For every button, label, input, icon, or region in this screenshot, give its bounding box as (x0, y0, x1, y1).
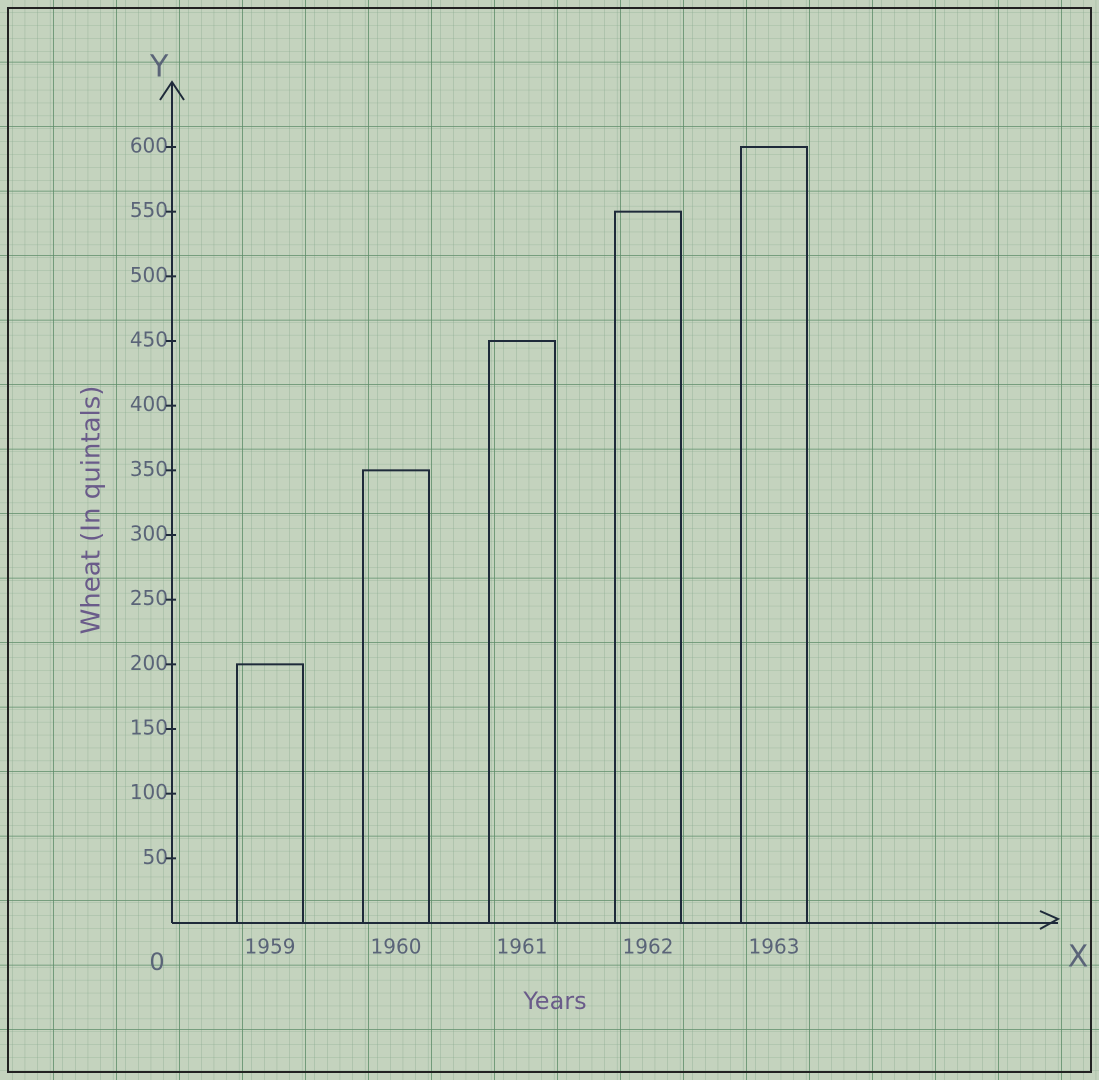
y-tick-label: 500 (130, 263, 168, 287)
origin-label: 0 (149, 948, 164, 976)
photo-border (7, 7, 1092, 1073)
x-tick-label: 1960 (371, 935, 422, 959)
x-tick-label: 1962 (623, 935, 674, 959)
x-axis-label: Years (522, 987, 586, 1015)
x-tick-label: 1963 (749, 935, 800, 959)
y-tick-label: 100 (130, 780, 168, 804)
y-tick-label: 150 (130, 716, 168, 740)
bar (614, 210, 682, 924)
bar (740, 146, 808, 924)
y-tick-label: 350 (130, 457, 168, 481)
y-tick-label: 450 (130, 328, 168, 352)
x-axis-letter: X (1068, 940, 1089, 975)
bar (362, 469, 430, 924)
y-tick-label: 400 (130, 392, 168, 416)
y-tick-label: 250 (130, 586, 168, 610)
x-tick-label: 1961 (497, 935, 548, 959)
y-tick-label: 300 (130, 522, 168, 546)
x-tick-label: 1959 (245, 935, 296, 959)
y-axis (159, 80, 185, 923)
bar (236, 663, 304, 924)
y-axis-letter: Y (149, 50, 169, 85)
y-tick-label: 200 (130, 651, 168, 675)
bar (488, 340, 556, 924)
y-tick-label: 550 (130, 198, 168, 222)
y-tick-label: 600 (130, 134, 168, 158)
y-tick-label: 50 (143, 845, 168, 869)
y-axis-label: Wheat (In quintals) (77, 386, 107, 635)
